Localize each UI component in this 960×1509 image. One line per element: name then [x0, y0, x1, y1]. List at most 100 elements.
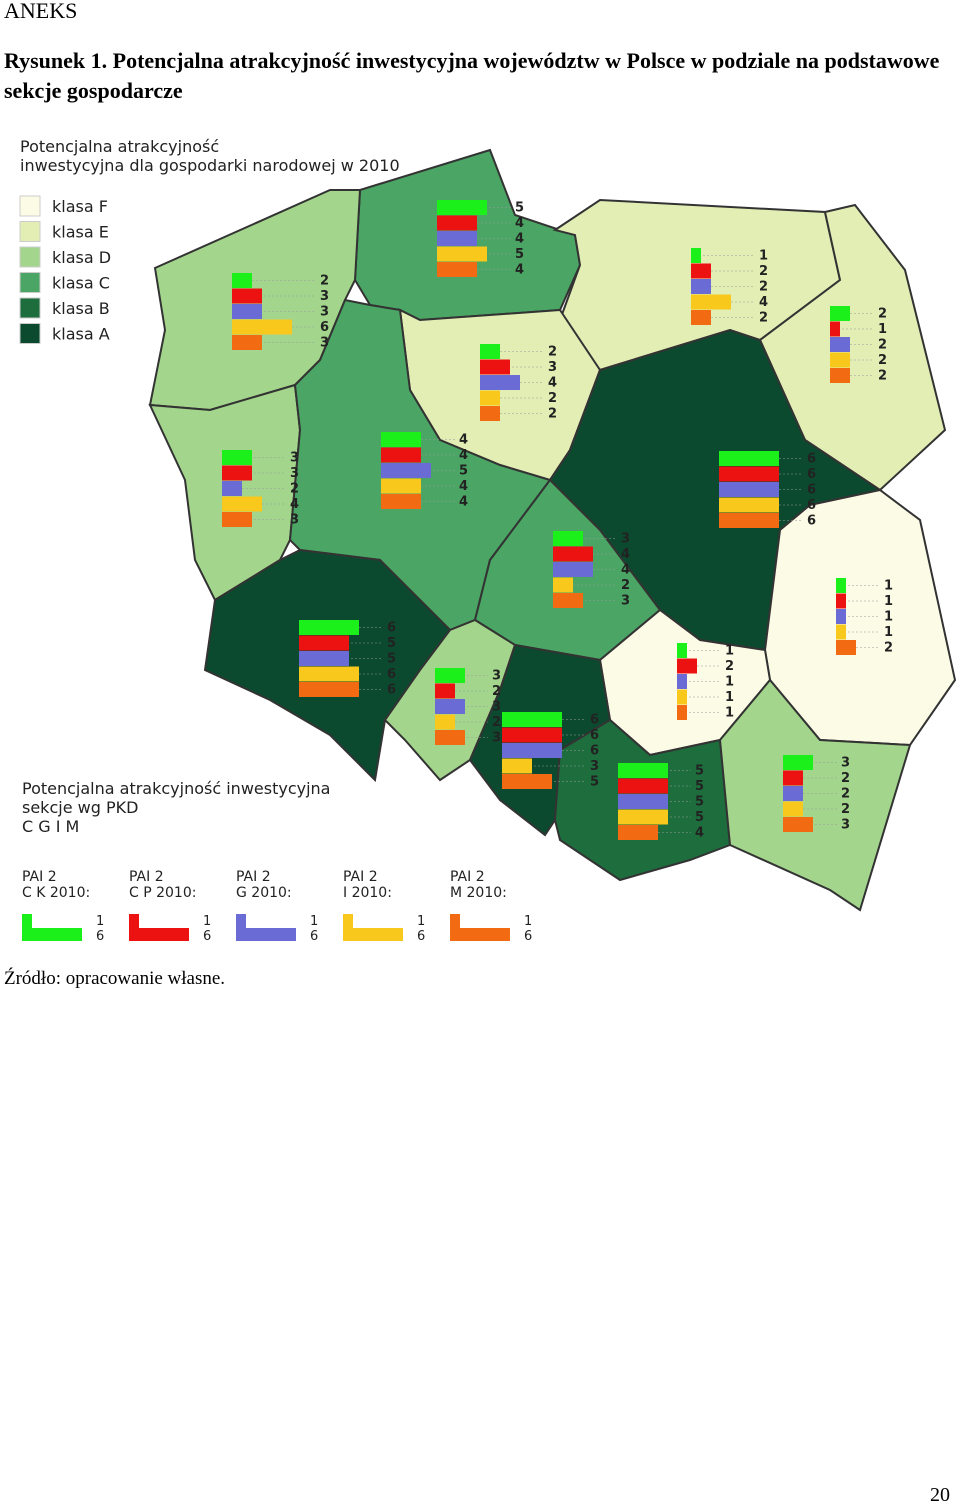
value-label: 1 [725, 690, 734, 705]
series-scale: 1 [417, 914, 425, 929]
legend-label: klasa A [52, 325, 110, 344]
value-label: 2 [878, 307, 887, 322]
bar [222, 465, 252, 481]
value-label: 4 [515, 263, 524, 278]
value-label: 1 [759, 249, 768, 264]
bar [435, 730, 465, 745]
series-swatch [343, 928, 403, 941]
value-label: 3 [590, 759, 599, 774]
value-label: 4 [459, 495, 468, 510]
sections-title: C G I M [22, 817, 79, 836]
value-label: 2 [725, 659, 734, 674]
value-label: 5 [590, 775, 599, 790]
value-label: 2 [320, 274, 329, 289]
value-label: 2 [878, 338, 887, 353]
value-label: 2 [759, 264, 768, 279]
series-name: C K 2010: [22, 885, 90, 901]
value-label: 4 [515, 232, 524, 247]
value-label: 3 [492, 669, 501, 684]
value-label: 6 [387, 683, 396, 698]
bar [553, 562, 593, 577]
value-label: 4 [621, 563, 630, 578]
value-label: 2 [841, 771, 850, 786]
bar [435, 714, 455, 730]
page-number: 20 [930, 1484, 950, 1506]
bar [480, 344, 500, 359]
value-label: 6 [807, 452, 816, 467]
sections-title: sekcje wg PKD [22, 798, 138, 817]
value-label: 3 [290, 451, 299, 466]
caption: Rysunek 1. Potencjalna atrakcyjność inwe… [4, 48, 940, 103]
bar [553, 577, 573, 593]
bar [691, 310, 711, 325]
value-label: 1 [725, 675, 734, 690]
bar [222, 496, 262, 512]
bar [836, 640, 856, 655]
bar [502, 743, 562, 758]
value-label: 2 [548, 391, 557, 406]
bar [502, 774, 552, 789]
value-label: 6 [807, 498, 816, 513]
value-label: 2 [759, 280, 768, 295]
value-label: 4 [515, 216, 524, 231]
bar [719, 482, 779, 497]
value-label: 6 [320, 320, 329, 335]
series-name: PAI 2 [129, 869, 164, 885]
bar [502, 727, 562, 743]
bar [691, 263, 711, 279]
value-label: 2 [759, 311, 768, 326]
value-label: 2 [492, 715, 501, 730]
bar [783, 817, 813, 832]
series-name: I 2010: [343, 885, 392, 901]
bar [435, 699, 465, 714]
value-label: 1 [878, 322, 887, 337]
bar [836, 624, 846, 640]
value-label: 3 [290, 466, 299, 481]
series-swatch [450, 928, 510, 941]
bar [435, 683, 455, 699]
sections-title: Potencjalna atrakcyjność inwestycyjna [22, 779, 330, 798]
value-label: 3 [841, 756, 850, 771]
bar [480, 375, 520, 390]
legend-title: Potencjalna atrakcyjność [20, 137, 219, 156]
value-label: 3 [492, 731, 501, 746]
series-name: M 2010: [450, 885, 507, 901]
bar [299, 682, 359, 697]
bar [618, 763, 668, 778]
value-label: 5 [515, 247, 524, 262]
value-label: 5 [387, 636, 396, 651]
value-label: 6 [807, 483, 816, 498]
bar [437, 231, 477, 246]
series-scale: 6 [96, 929, 104, 944]
value-label: 2 [492, 684, 501, 699]
bar [502, 758, 532, 774]
value-label: 3 [320, 289, 329, 304]
bar [232, 335, 262, 350]
series-swatch-tick [450, 914, 460, 928]
value-label: 3 [320, 305, 329, 320]
legend-label: klasa D [52, 248, 111, 267]
value-label: 2 [621, 578, 630, 593]
value-label: 3 [492, 700, 501, 715]
value-label: 5 [695, 795, 704, 810]
bar [553, 531, 583, 546]
series-name: C P 2010: [129, 885, 196, 901]
bar [719, 451, 779, 466]
series-name: PAI 2 [450, 869, 485, 885]
bar [299, 651, 349, 666]
legend-title: inwestycyjna dla gospodarki narodowej w … [20, 156, 400, 175]
bar [783, 755, 813, 770]
legend-swatch [19, 272, 41, 293]
value-label: 6 [807, 514, 816, 529]
bar [553, 593, 583, 608]
bar [480, 390, 500, 406]
bar [830, 337, 850, 352]
value-label: 5 [459, 464, 468, 479]
series-swatch [22, 928, 82, 941]
bar [381, 463, 431, 478]
bar [299, 620, 359, 635]
bar [437, 262, 477, 277]
bar [677, 658, 697, 674]
value-label: 5 [695, 764, 704, 779]
